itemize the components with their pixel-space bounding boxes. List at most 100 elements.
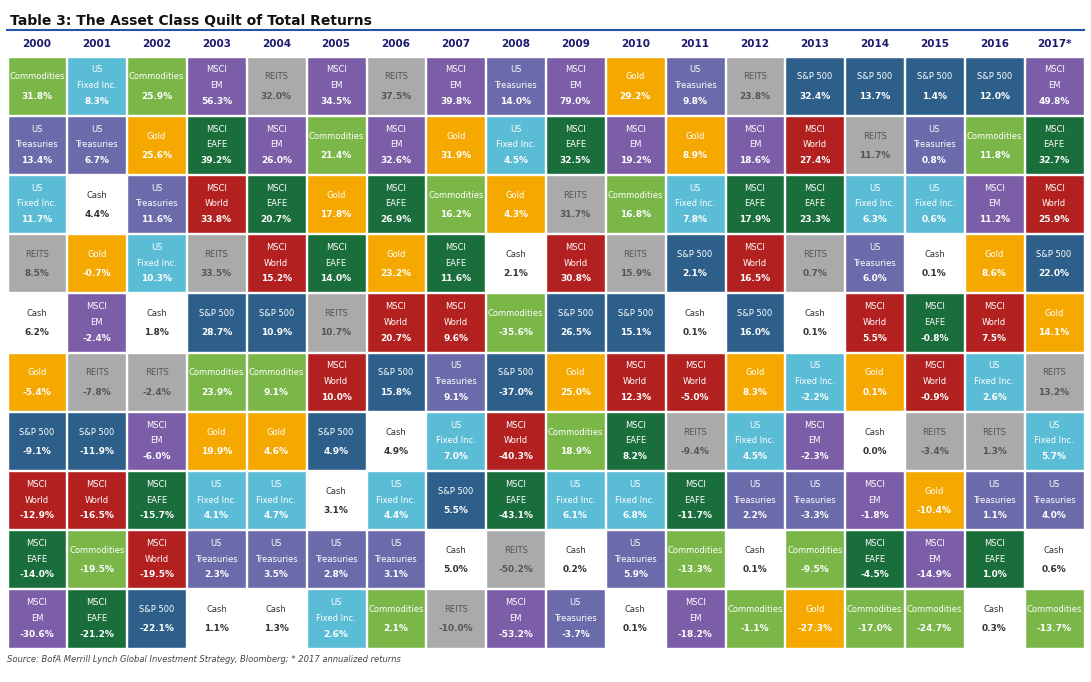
Text: US: US (271, 479, 281, 489)
Text: 0.8%: 0.8% (922, 156, 947, 165)
Text: S&P 500: S&P 500 (139, 605, 175, 614)
Text: 5.5%: 5.5% (862, 333, 887, 342)
Bar (487, 293, 546, 351)
Text: US: US (928, 125, 940, 134)
Text: 18.9%: 18.9% (560, 447, 591, 456)
Text: Fixed Inc.: Fixed Inc. (675, 200, 715, 209)
Text: MSCI: MSCI (924, 361, 945, 370)
Text: -0.9%: -0.9% (920, 393, 949, 402)
Text: World: World (1042, 200, 1066, 209)
Text: US: US (810, 479, 820, 489)
Text: 49.8%: 49.8% (1039, 97, 1070, 106)
Bar (606, 353, 664, 411)
Text: 32.4%: 32.4% (799, 91, 830, 100)
Text: MSCI: MSCI (146, 421, 167, 430)
Bar (546, 471, 604, 529)
Text: Fixed Inc.: Fixed Inc. (256, 496, 296, 505)
Text: Gold: Gold (87, 250, 107, 259)
Text: 11.8%: 11.8% (979, 151, 1010, 160)
Text: Gold: Gold (147, 132, 166, 140)
Bar (964, 234, 1023, 293)
Text: 10.3%: 10.3% (141, 274, 172, 284)
Bar (546, 293, 604, 351)
Text: 56.3%: 56.3% (201, 97, 232, 106)
Text: REITS: REITS (85, 368, 109, 377)
Bar (786, 293, 844, 351)
Text: MSCI: MSCI (505, 479, 526, 489)
Text: Cash: Cash (924, 250, 945, 259)
Bar (1024, 57, 1083, 115)
Text: Fixed Inc.: Fixed Inc. (436, 436, 476, 445)
Text: Fixed Inc.: Fixed Inc. (196, 496, 237, 505)
Text: REITS: REITS (25, 250, 49, 259)
Text: -1.8%: -1.8% (861, 512, 889, 520)
Text: Gold: Gold (446, 132, 466, 140)
Text: 29.2%: 29.2% (620, 91, 651, 100)
Text: S&P 500: S&P 500 (379, 368, 413, 377)
Bar (786, 234, 844, 293)
Bar (247, 412, 305, 470)
Text: Commodities: Commodities (428, 191, 483, 200)
Text: S&P 500: S&P 500 (259, 309, 293, 318)
Text: -19.5%: -19.5% (139, 570, 175, 580)
Text: EM: EM (211, 81, 223, 90)
Text: 2001: 2001 (82, 39, 111, 49)
Text: -9.4%: -9.4% (681, 447, 709, 456)
Bar (367, 293, 425, 351)
Bar (846, 57, 904, 115)
Bar (128, 353, 185, 411)
Text: 2016: 2016 (980, 39, 1009, 49)
Bar (1024, 530, 1083, 589)
Text: -0.7%: -0.7% (83, 269, 111, 278)
Bar (427, 57, 485, 115)
Text: REITS: REITS (982, 428, 1006, 436)
Bar (247, 175, 305, 233)
Text: MSCI: MSCI (984, 183, 1005, 193)
Text: US: US (451, 421, 461, 430)
Bar (964, 175, 1023, 233)
Bar (187, 530, 245, 589)
Text: 2012: 2012 (741, 39, 769, 49)
Text: MSCI: MSCI (445, 65, 466, 74)
Text: 4.1%: 4.1% (204, 512, 229, 520)
Text: US: US (211, 539, 223, 548)
Text: MSCI: MSCI (325, 361, 347, 370)
Bar (367, 530, 425, 589)
Text: US: US (570, 479, 582, 489)
Text: 79.0%: 79.0% (560, 97, 591, 106)
Text: 20.7%: 20.7% (381, 333, 411, 342)
Text: US: US (91, 125, 103, 134)
Text: 0.2%: 0.2% (563, 565, 588, 574)
Text: World: World (25, 496, 49, 505)
Text: US: US (868, 243, 880, 252)
Bar (1024, 471, 1083, 529)
Text: 11.6%: 11.6% (440, 274, 471, 284)
Bar (187, 412, 245, 470)
Text: MSCI: MSCI (565, 243, 586, 252)
Text: EAFE: EAFE (924, 318, 945, 327)
Text: S&P 500: S&P 500 (199, 309, 235, 318)
Text: Cash: Cash (625, 605, 646, 614)
Text: US: US (750, 421, 760, 430)
Text: S&P 500: S&P 500 (738, 309, 772, 318)
Bar (726, 471, 784, 529)
Bar (786, 57, 844, 115)
Text: REITS: REITS (324, 309, 348, 318)
Text: EAFE: EAFE (1043, 140, 1065, 149)
Text: MSCI: MSCI (266, 183, 287, 193)
Bar (1024, 234, 1083, 293)
Text: 32.7%: 32.7% (1039, 156, 1069, 165)
Text: 2.1%: 2.1% (383, 625, 408, 634)
Bar (546, 530, 604, 589)
Text: Fixed Inc.: Fixed Inc. (555, 496, 596, 505)
Text: Cash: Cash (685, 309, 706, 318)
Bar (1024, 293, 1083, 351)
Bar (427, 353, 485, 411)
Bar (846, 175, 904, 233)
Text: 39.8%: 39.8% (440, 97, 471, 106)
Text: MSCI: MSCI (206, 65, 227, 74)
Bar (906, 293, 963, 351)
Text: 4.9%: 4.9% (324, 447, 349, 456)
Text: 15.8%: 15.8% (381, 387, 411, 396)
Text: EAFE: EAFE (206, 140, 227, 149)
